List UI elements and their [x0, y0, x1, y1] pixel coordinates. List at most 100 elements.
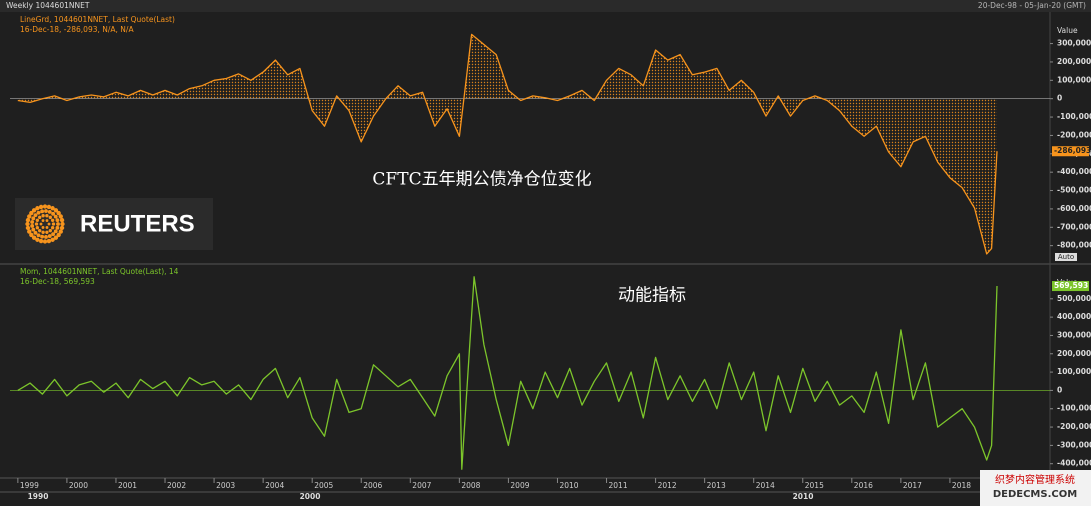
logo-dot	[38, 238, 44, 244]
x-tick-label: 2009	[510, 481, 529, 490]
y-tick-label: -200,000	[1057, 130, 1091, 139]
logo-dot	[45, 219, 49, 222]
logo-dot	[53, 229, 58, 234]
x-tick-label: 2010	[559, 481, 578, 490]
y-tick-label: -400,000	[1057, 167, 1091, 176]
logo-dot	[56, 232, 61, 238]
y-tick-label: -500,000	[1057, 186, 1091, 195]
x-tick-label: 2018	[952, 481, 971, 490]
logo-dot	[51, 222, 56, 226]
logo-dot	[47, 222, 51, 226]
logo-dot	[59, 217, 65, 223]
y-tick-label: 300,000	[1057, 39, 1091, 48]
series-line	[17, 276, 998, 470]
logo-dot	[41, 214, 45, 218]
x-tick-label: 2001	[118, 481, 137, 490]
y-tick-label: 500,000	[1057, 294, 1091, 303]
legend-text: LineGrd, 1044601NNET, Last Quote(Last)	[20, 15, 175, 24]
logo-dot	[44, 209, 48, 213]
logo-dot	[33, 230, 38, 235]
logo-dot	[42, 204, 48, 209]
logo-dot	[45, 214, 49, 218]
x-tick-label: 2016	[854, 481, 873, 490]
x-tick-label: 2014	[756, 481, 775, 490]
y-tick-label: 100,000	[1057, 75, 1091, 84]
x-decade-label: 2000	[300, 492, 321, 501]
x-tick-label: 2006	[363, 481, 382, 490]
header-bar	[0, 0, 1091, 12]
y-tick-label: -600,000	[1057, 204, 1091, 213]
logo-dot	[35, 218, 40, 222]
header-range: 20-Dec-98 - 05-Jan-20 (GMT)	[978, 1, 1086, 10]
logo-dot	[56, 210, 61, 216]
legend-text: 16-Dec-18, 569,593	[20, 277, 95, 286]
y-tick-label: 0	[1057, 385, 1062, 394]
x-tick-label: 2017	[903, 481, 922, 490]
y-tick-label: 0	[1057, 94, 1062, 103]
series-line	[17, 33, 998, 255]
logo-dot	[50, 226, 55, 230]
y-tick-label: -200,000	[1057, 422, 1091, 431]
logo-dot	[48, 228, 52, 233]
logo-dot	[38, 215, 42, 220]
current-value-label: 569,593	[1054, 281, 1088, 290]
logo-text: REUTERS	[80, 210, 195, 237]
y-tick-label: -800,000	[1057, 241, 1091, 250]
y-tick-label: 400,000	[1057, 312, 1091, 321]
logo-dot	[40, 234, 45, 239]
current-value-box	[1052, 146, 1089, 157]
logo-dot	[40, 209, 45, 214]
legend-text: Mom, 1044601NNET, Last Quote(Last), 14	[20, 267, 179, 276]
logo-dot	[39, 222, 43, 226]
y-tick-label: 300,000	[1057, 330, 1091, 339]
x-tick-label: 2011	[609, 481, 628, 490]
logo-dot	[38, 228, 42, 233]
logo-dot	[27, 214, 32, 219]
scale-mode: Auto	[1058, 253, 1074, 261]
logo-dot	[25, 221, 30, 227]
logo-dot	[36, 210, 41, 215]
legend-text: 16-Dec-18, -286,093, N/A, N/A	[20, 25, 134, 34]
x-tick-label: 2003	[216, 481, 235, 490]
logo-dot	[29, 232, 34, 238]
x-tick-label: 2005	[314, 481, 333, 490]
logo-dot	[60, 221, 65, 227]
watermark-line: 织梦内容管理系统	[995, 473, 1075, 486]
x-tick-label: 2007	[412, 481, 431, 490]
logo-dot	[31, 235, 37, 240]
x-decade-label: 2010	[793, 492, 814, 501]
y-tick-label: 100,000	[1057, 367, 1091, 376]
axis-title: Value	[1057, 26, 1078, 35]
logo-dot	[25, 217, 31, 223]
logo-dot	[27, 229, 32, 234]
x-tick-label: 2013	[707, 481, 726, 490]
y-tick-label: -300,000	[1057, 440, 1091, 449]
logo-dot	[41, 226, 45, 229]
logo-dot	[53, 214, 58, 219]
logo-dot	[42, 239, 48, 244]
area-fill	[17, 34, 998, 254]
x-tick-label: 2000	[69, 481, 88, 490]
logo-dot	[46, 204, 52, 210]
logo-dot	[51, 211, 56, 216]
logo-dot	[47, 234, 52, 239]
logo-dot	[30, 224, 35, 228]
watermark-box	[980, 470, 1091, 506]
logo-dot	[41, 230, 45, 234]
logo-dot	[33, 213, 38, 218]
logo-dot	[29, 210, 34, 216]
logo-dot	[58, 214, 63, 219]
y-tick-label: -100,000	[1057, 112, 1091, 121]
current-value-label: -286,093	[1054, 146, 1091, 155]
y-tick-label: -100,000	[1057, 404, 1091, 413]
logo-dot	[36, 233, 41, 238]
logo-dot	[53, 208, 59, 213]
x-decade-label: 1990	[28, 492, 49, 501]
logo-dot	[53, 235, 59, 240]
logo-dot	[46, 238, 52, 244]
logo-dot	[35, 226, 40, 230]
logo-dot	[34, 222, 39, 226]
current-value-box	[1052, 281, 1089, 292]
